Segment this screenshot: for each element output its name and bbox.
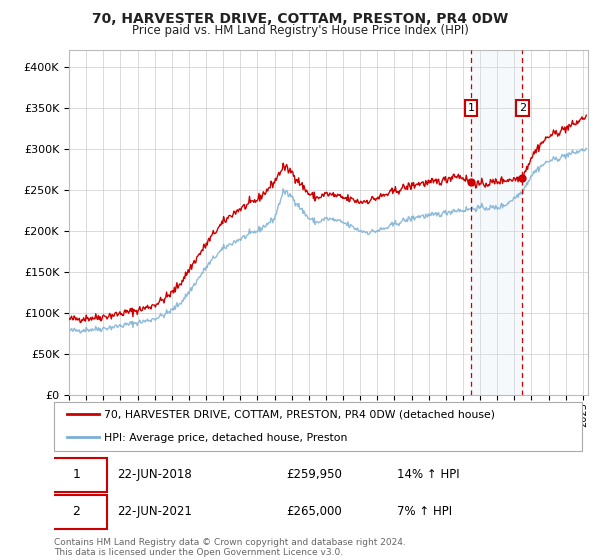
Text: 1: 1 bbox=[72, 468, 80, 482]
FancyBboxPatch shape bbox=[54, 402, 582, 451]
Text: 2: 2 bbox=[519, 103, 526, 113]
Text: 2: 2 bbox=[72, 505, 80, 519]
Text: 1: 1 bbox=[467, 103, 475, 113]
Text: Contains HM Land Registry data © Crown copyright and database right 2024.
This d: Contains HM Land Registry data © Crown c… bbox=[54, 538, 406, 557]
FancyBboxPatch shape bbox=[46, 495, 107, 529]
FancyBboxPatch shape bbox=[46, 458, 107, 492]
Text: 70, HARVESTER DRIVE, COTTAM, PRESTON, PR4 0DW (detached house): 70, HARVESTER DRIVE, COTTAM, PRESTON, PR… bbox=[104, 410, 495, 420]
Text: 22-JUN-2021: 22-JUN-2021 bbox=[118, 505, 192, 519]
Text: £265,000: £265,000 bbox=[286, 505, 342, 519]
Text: £259,950: £259,950 bbox=[286, 468, 342, 482]
Text: Price paid vs. HM Land Registry's House Price Index (HPI): Price paid vs. HM Land Registry's House … bbox=[131, 24, 469, 36]
Text: 14% ↑ HPI: 14% ↑ HPI bbox=[397, 468, 460, 482]
Text: 22-JUN-2018: 22-JUN-2018 bbox=[118, 468, 192, 482]
Bar bbox=[471, 50, 523, 395]
Text: 70, HARVESTER DRIVE, COTTAM, PRESTON, PR4 0DW: 70, HARVESTER DRIVE, COTTAM, PRESTON, PR… bbox=[92, 12, 508, 26]
Text: 7% ↑ HPI: 7% ↑ HPI bbox=[397, 505, 452, 519]
Text: HPI: Average price, detached house, Preston: HPI: Average price, detached house, Pres… bbox=[104, 433, 347, 443]
